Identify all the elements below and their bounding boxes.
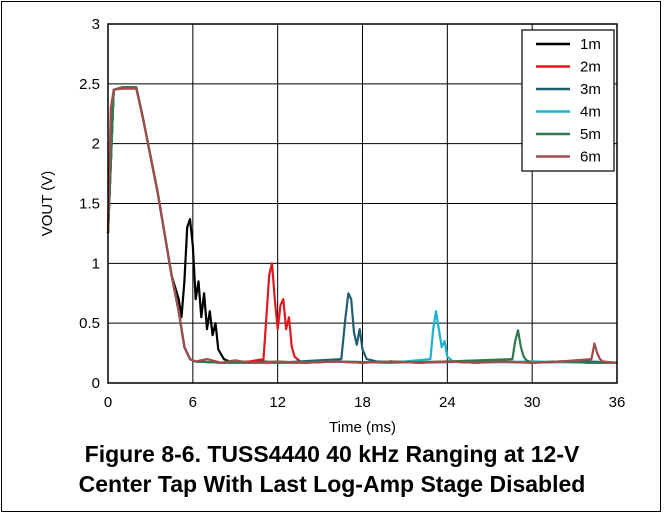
y-axis-label: VOUT (V) bbox=[39, 171, 56, 237]
x-tick-label: 12 bbox=[269, 394, 286, 411]
y-tick-label: 1 bbox=[92, 255, 100, 272]
legend-label-6m: 6m bbox=[580, 149, 601, 166]
y-tick-label: 2.5 bbox=[79, 76, 100, 93]
legend-label-5m: 5m bbox=[580, 126, 601, 143]
y-tick-label: 1.5 bbox=[79, 196, 100, 213]
x-tick-label: 0 bbox=[104, 394, 112, 411]
figure-caption-line-1: Figure 8-6. TUSS4440 40 kHz Ranging at 1… bbox=[84, 441, 580, 467]
x-axis-label: Time (ms) bbox=[329, 419, 396, 436]
figure-caption-line-2: Center Tap With Last Log-Amp Stage Disab… bbox=[78, 471, 586, 497]
y-tick-label: 2 bbox=[92, 136, 100, 153]
series-line-6m bbox=[106, 87, 618, 364]
legend-label-4m: 4m bbox=[580, 104, 601, 121]
y-tick-label: 3 bbox=[92, 16, 100, 33]
legend-box bbox=[521, 29, 615, 172]
x-tick-label: 36 bbox=[609, 394, 626, 411]
x-tick-label: 6 bbox=[189, 394, 197, 411]
y-tick-label: 0.5 bbox=[79, 315, 100, 332]
chart: 0 6 12 18 24 30 36 0 0.5 1 1.5 2 2.5 3 Time (ms) VOUT (… bbox=[39, 16, 626, 436]
x-tick-label: 24 bbox=[439, 394, 456, 411]
legend-label-2m: 2m bbox=[580, 59, 601, 76]
x-tick-label: 30 bbox=[524, 394, 541, 411]
x-tick-label: 18 bbox=[354, 394, 371, 411]
y-tick-label: 0 bbox=[92, 375, 100, 392]
legend-label-1m: 1m bbox=[580, 36, 601, 53]
plot-border bbox=[107, 23, 618, 384]
legend-label-3m: 3m bbox=[580, 81, 601, 98]
